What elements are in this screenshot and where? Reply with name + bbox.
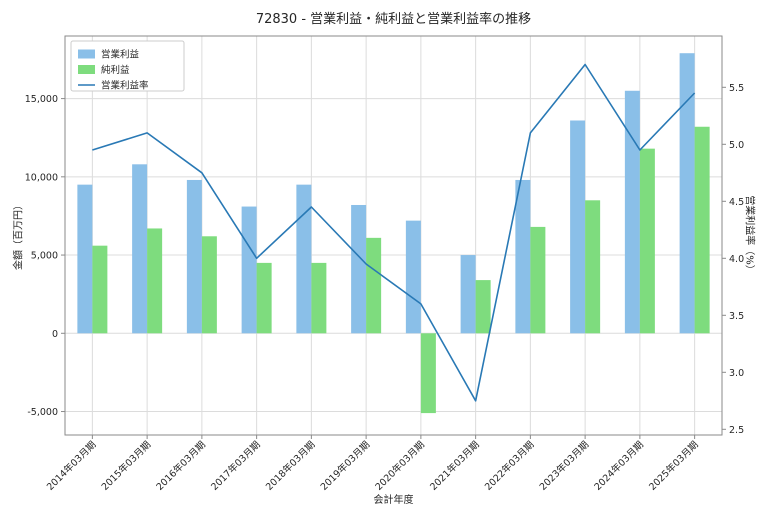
bar-operating-profit [186, 179, 202, 334]
y-tick-label-right: 2.5 [729, 425, 744, 436]
bar-net-profit [639, 148, 655, 334]
legend-label: 純利益 [101, 64, 130, 76]
x-tick-label: 2018年03月期 [263, 439, 317, 493]
bar-operating-profit [624, 90, 640, 334]
y-axis-label-right: 営業利益率（%） [743, 195, 755, 275]
plot-background [65, 36, 722, 435]
bar-operating-profit [460, 255, 476, 334]
bar-net-profit [201, 236, 217, 334]
bar-net-profit [530, 226, 546, 334]
bar-operating-profit [296, 184, 312, 334]
legend-swatch-operating-profit [78, 49, 95, 59]
x-tick-label: 2015年03月期 [99, 439, 153, 493]
bar-operating-profit [351, 204, 367, 334]
legend-label: 営業利益 [101, 49, 140, 61]
x-tick-label: 2022年03月期 [482, 439, 536, 493]
bar-operating-profit [570, 120, 586, 334]
x-tick-label: 2020年03月期 [373, 439, 427, 493]
x-tick-label: 2014年03月期 [44, 439, 98, 493]
bar-operating-profit [405, 220, 421, 334]
x-tick-label: 2021年03月期 [427, 439, 481, 493]
y-axis-label-left: 金額（百万円） [13, 200, 25, 270]
bar-net-profit [475, 280, 491, 334]
y-tick-label-right: 4.5 [729, 197, 744, 208]
y-tick-label-right: 3.0 [729, 368, 744, 379]
bar-net-profit [420, 333, 436, 414]
bar-net-profit [311, 262, 327, 334]
bar-net-profit [256, 262, 272, 334]
bar-operating-profit [77, 184, 93, 334]
chart-title: 72830 - 営業利益・純利益と営業利益率の推移 [255, 12, 532, 27]
y-tick-label-right: 5.5 [729, 83, 744, 94]
y-tick-label-right: 5.0 [729, 140, 744, 151]
x-tick-label: 2019年03月期 [318, 439, 372, 493]
y-tick-label-right: 3.5 [729, 311, 744, 322]
bar-net-profit [92, 245, 108, 334]
bar-net-profit [147, 228, 163, 334]
y-tick-label-left: 0 [52, 329, 58, 340]
x-axis-label: 会計年度 [373, 495, 414, 506]
bar-operating-profit [515, 179, 531, 334]
y-tick-label-left: 5,000 [31, 251, 58, 262]
x-tick-label: 2023年03月期 [537, 439, 591, 493]
y-tick-label-left: 10,000 [25, 172, 58, 183]
y-tick-label-left: -5,000 [27, 407, 58, 418]
x-tick-label: 2017年03月期 [208, 439, 262, 493]
bar-net-profit [694, 126, 710, 334]
y-tick-label-right: 4.0 [729, 254, 744, 265]
axes-frame [64, 35, 723, 436]
bar-net-profit [366, 237, 382, 334]
bar-operating-profit [241, 206, 257, 334]
bar-net-profit [585, 200, 601, 334]
bar-operating-profit [679, 53, 695, 334]
legend-swatch-net-profit [78, 65, 95, 74]
x-tick-label: 2016年03月期 [154, 439, 208, 493]
bar-operating-profit [132, 164, 148, 334]
y-tick-label-left: 15,000 [25, 94, 58, 105]
line-operating-margin [92, 63, 696, 402]
legend-box [70, 40, 185, 92]
x-tick-label: 2024年03月期 [592, 439, 646, 493]
x-tick-label: 2025年03月期 [646, 439, 700, 493]
legend-label: 営業利益率 [101, 80, 149, 92]
